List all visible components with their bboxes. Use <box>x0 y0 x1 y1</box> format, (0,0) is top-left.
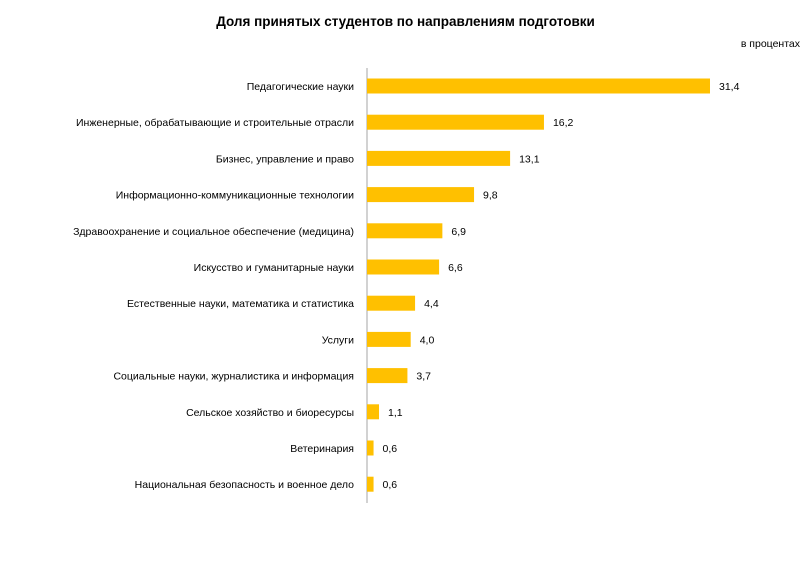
category-label: Сельское хозяйство и биоресурсы <box>186 407 354 419</box>
category-label: Инженерные, обрабатывающие и строительны… <box>76 117 354 129</box>
data-label: 6,6 <box>448 262 463 274</box>
category-label: Естественные науки, математика и статист… <box>127 298 354 310</box>
bar <box>367 150 511 166</box>
bar <box>367 440 374 456</box>
category-label: Здравоохранение и социальное обеспечение… <box>73 226 354 238</box>
data-label: 6,9 <box>451 226 466 238</box>
category-label: Социальные науки, журналистика и информа… <box>113 371 354 383</box>
bar <box>367 259 440 275</box>
category-label: Информационно-коммуникационные технологи… <box>116 190 354 202</box>
data-label: 1,1 <box>388 407 403 419</box>
data-label: 4,0 <box>420 334 435 346</box>
data-label: 13,1 <box>519 153 540 165</box>
bar <box>367 404 380 420</box>
data-label: 0,6 <box>383 443 398 455</box>
bar <box>367 223 443 239</box>
bar <box>367 78 710 94</box>
bar <box>367 476 374 492</box>
data-label: 3,7 <box>416 371 431 383</box>
bar <box>367 368 408 384</box>
category-label: Услуги <box>322 334 354 346</box>
category-label: Искусство и гуманитарные науки <box>194 262 354 274</box>
bar <box>367 295 416 311</box>
category-label: Ветеринария <box>290 443 354 455</box>
bar <box>367 187 475 203</box>
data-label: 4,4 <box>424 298 439 310</box>
data-label: 16,2 <box>553 117 574 129</box>
bar <box>367 114 544 130</box>
category-label: Педагогические науки <box>247 81 354 93</box>
data-label: 31,4 <box>719 81 740 93</box>
category-label: Национальная безопасность и военное дело <box>135 479 354 491</box>
chart-title: Доля принятых студентов по направлениям … <box>216 14 595 29</box>
bar <box>367 331 411 347</box>
data-label: 0,6 <box>383 479 398 491</box>
category-label: Бизнес, управление и право <box>216 153 354 165</box>
data-label: 9,8 <box>483 190 498 202</box>
unit-label: в процентах <box>740 38 800 50</box>
